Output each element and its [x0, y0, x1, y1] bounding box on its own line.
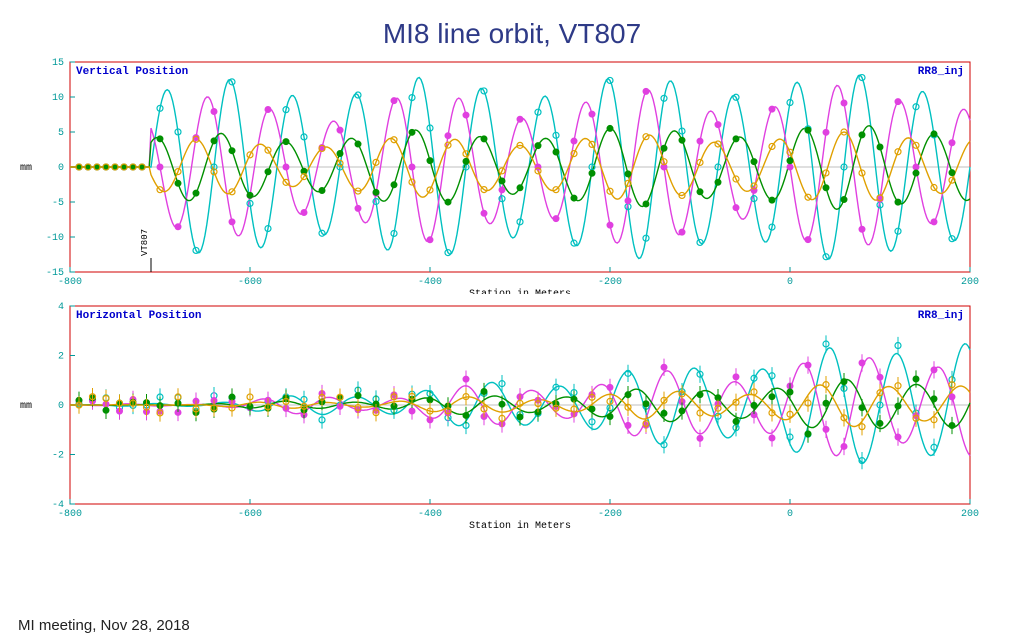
- svg-text:-5: -5: [52, 198, 64, 209]
- svg-text:-200: -200: [598, 277, 622, 288]
- svg-text:0: 0: [787, 277, 793, 288]
- svg-text:0: 0: [58, 163, 64, 174]
- svg-text:Horizontal Position: Horizontal Position: [76, 310, 201, 322]
- svg-text:4: 4: [58, 302, 64, 313]
- svg-text:mm: mm: [20, 401, 32, 412]
- top-chart-container: -15-10-5051015-800-600-400-2000200Statio…: [12, 56, 1012, 294]
- svg-text:200: 200: [961, 509, 979, 520]
- svg-text:-2: -2: [52, 451, 64, 462]
- svg-text:mm: mm: [20, 163, 32, 174]
- svg-text:-400: -400: [418, 509, 442, 520]
- svg-text:Station in Meters: Station in Meters: [469, 288, 571, 294]
- svg-text:-10: -10: [46, 233, 64, 244]
- svg-text:RR8_inj: RR8_inj: [918, 310, 964, 322]
- svg-text:0: 0: [787, 509, 793, 520]
- svg-text:200: 200: [961, 277, 979, 288]
- slide-footer: MI meeting, Nov 28, 2018: [18, 617, 190, 634]
- svg-text:5: 5: [58, 128, 64, 139]
- svg-text:Station in Meters: Station in Meters: [469, 520, 571, 530]
- svg-text:10: 10: [52, 93, 64, 104]
- svg-text:2: 2: [58, 352, 64, 363]
- svg-text:-600: -600: [238, 277, 262, 288]
- bottom-chart-container: -4-2024-800-600-400-2000200Station in Me…: [12, 300, 1012, 530]
- svg-text:-600: -600: [238, 509, 262, 520]
- vertical-position-chart: -15-10-5051015-800-600-400-2000200Statio…: [12, 56, 982, 294]
- svg-text:0: 0: [58, 401, 64, 412]
- svg-text:RR8_inj: RR8_inj: [918, 66, 964, 78]
- horizontal-position-chart: -4-2024-800-600-400-2000200Station in Me…: [12, 300, 982, 530]
- svg-text:-800: -800: [58, 277, 82, 288]
- svg-text:-800: -800: [58, 509, 82, 520]
- slide-title: MI8 line orbit, VT807: [0, 0, 1024, 50]
- svg-text:15: 15: [52, 58, 64, 69]
- svg-text:Vertical Position: Vertical Position: [76, 66, 188, 78]
- svg-text:-200: -200: [598, 509, 622, 520]
- svg-text:VT807: VT807: [140, 229, 150, 256]
- svg-text:-400: -400: [418, 277, 442, 288]
